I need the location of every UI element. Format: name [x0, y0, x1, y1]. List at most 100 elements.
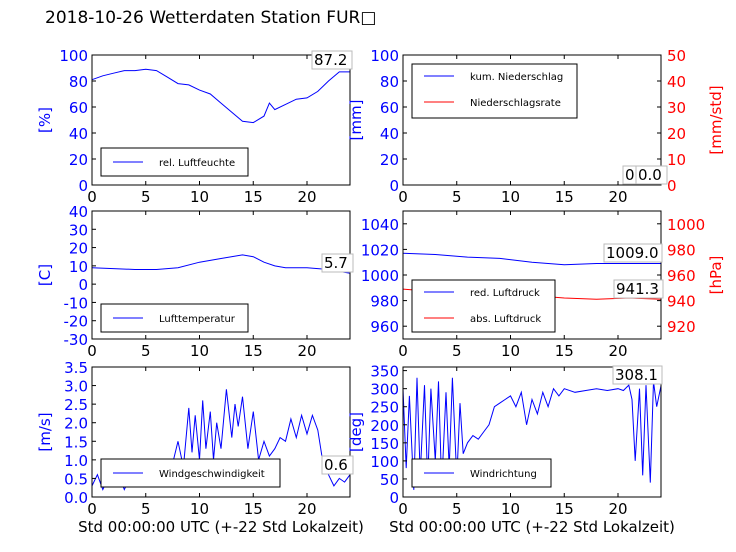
- x-tick-label-middle-right: 20: [608, 342, 627, 360]
- y-tick-label-top-left: 100: [59, 47, 88, 65]
- annotation-value-top-right-1: 0.0: [638, 166, 662, 184]
- y-tick-label-bottom-left: 2.5: [64, 396, 88, 414]
- y-tick-label-middle-left: 20: [69, 240, 88, 258]
- y-tick-label-top-left: 40: [69, 125, 88, 143]
- x-tick-label-bottom-right: 15: [555, 500, 574, 518]
- y-tick-label-top-right: 0: [389, 177, 399, 195]
- series-line-middle-left-0: [91, 254, 351, 274]
- y-axis-label-top-right: [mm]: [347, 100, 365, 141]
- x-tick-label-bottom-right: 20: [608, 500, 627, 518]
- y2-tick-label-middle-right: 920: [667, 318, 696, 336]
- x-tick-label-middle-left: 10: [190, 342, 209, 360]
- annotation-value-bottom-right-1: 308.1: [615, 366, 658, 384]
- y-tick-label-top-left: 20: [69, 151, 88, 169]
- y2-tick-label-top-right: 0: [667, 177, 677, 195]
- y-tick-label-middle-left: 30: [69, 221, 88, 239]
- annotation-box-top-left-1: [311, 50, 353, 70]
- legend-label-middle-left-0: Lufttemperatur: [159, 314, 236, 325]
- series-line-bottom-right-0: [402, 377, 662, 490]
- x-tick-label-top-right: 10: [501, 188, 520, 206]
- annotation-box-top-right-1: [635, 165, 668, 185]
- x-tick-label-middle-left: 15: [244, 342, 263, 360]
- y-tick-label-middle-left: 10: [69, 258, 88, 276]
- annotation-value-middle-right-1: 1009.0: [606, 244, 659, 262]
- x-tick-label-middle-left: 20: [297, 342, 316, 360]
- x-tick-label-bottom-right: 10: [501, 500, 520, 518]
- y-axis-label-middle-left: [C]: [36, 264, 54, 286]
- x-tick-label-bottom-left: 0: [87, 500, 97, 518]
- y-tick-label-bottom-left: 0.5: [64, 470, 88, 488]
- x-tick-label-top-right: 0: [398, 188, 408, 206]
- y2-tick-label-middle-right: 940: [667, 293, 696, 311]
- x-tick-label-top-left: 15: [244, 188, 263, 206]
- x-tick-label-top-right: 5: [452, 188, 462, 206]
- y2-tick-label-middle-right: 1000: [667, 216, 705, 234]
- x-tick-label-middle-right: 15: [555, 342, 574, 360]
- y-axis-label-top-left: [%]: [36, 107, 54, 133]
- x-tick-label-top-left: 10: [190, 188, 209, 206]
- y2-tick-label-top-right: 30: [667, 99, 686, 117]
- annotation-box-bottom-right-1: [612, 365, 663, 385]
- x-tick-label-bottom-right: 0: [398, 500, 408, 518]
- x-tick-label-bottom-left: 20: [297, 500, 316, 518]
- axes-frame-top-left: [91, 54, 351, 186]
- y-tick-label-top-left: 60: [69, 99, 88, 117]
- y-tick-label-top-right: 100: [370, 47, 399, 65]
- x-axis-label-bottom-right: Std 00:00:00 UTC (+-22 Std Lokalzeit): [389, 518, 675, 536]
- x-tick-label-top-right: 20: [608, 188, 627, 206]
- y-axis-label-bottom-left: [m/s]: [36, 412, 54, 451]
- x-tick-label-middle-right: 5: [452, 342, 462, 360]
- legend-label-middle-right-0: red. Luftdruck: [470, 288, 540, 299]
- annotation-value-middle-right-2: 941.3: [616, 280, 659, 298]
- y-tick-label-top-left: 80: [69, 73, 88, 91]
- y-tick-label-bottom-right: 100: [370, 453, 399, 471]
- legend-label-top-right-0: kum. Niederschlag: [470, 72, 563, 83]
- y-tick-label-bottom-left: 0.0: [64, 489, 88, 507]
- x-tick-label-middle-right: 0: [398, 342, 408, 360]
- y-tick-label-bottom-right: 350: [370, 363, 399, 381]
- y-axis-label-bottom-right: [deg]: [347, 412, 365, 452]
- y-tick-label-middle-left: 0: [78, 276, 88, 294]
- y2-tick-label-top-right: 50: [667, 47, 686, 65]
- x-tick-label-top-left: 20: [297, 188, 316, 206]
- y-tick-label-bottom-left: 3.5: [64, 359, 88, 377]
- y-tick-label-middle-right: 980: [370, 293, 399, 311]
- annotation-value-top-left-1: 87.2: [314, 51, 347, 69]
- y-tick-label-bottom-left: 1.5: [64, 433, 88, 451]
- y-tick-label-middle-left: -20: [64, 313, 89, 331]
- annotation-box-middle-right-1: [603, 243, 663, 263]
- y-tick-label-top-right: 20: [380, 151, 399, 169]
- axes-frame-bottom-left: [91, 366, 351, 498]
- y-tick-label-bottom-right: 200: [370, 417, 399, 435]
- axes-frame-middle-left: [91, 210, 351, 340]
- y-tick-label-bottom-left: 2.0: [64, 415, 88, 433]
- legend-label-top-right-1: Niederschlagsrate: [470, 98, 561, 109]
- y-tick-label-top-right: 80: [380, 73, 399, 91]
- y-tick-label-middle-right: 1000: [361, 267, 399, 285]
- x-tick-label-bottom-left: 10: [190, 500, 209, 518]
- x-tick-label-middle-left: 5: [141, 342, 151, 360]
- y2-tick-label-middle-right: 980: [667, 241, 696, 259]
- x-tick-label-bottom-right: 5: [452, 500, 462, 518]
- y2-tick-label-middle-right: 960: [667, 267, 696, 285]
- axes-frame-bottom-right: [402, 366, 662, 498]
- annotation-value-middle-left-1: 5.7: [324, 254, 348, 272]
- legend-label-bottom-left-0: Windgeschwindigkeit: [159, 469, 265, 480]
- annotation-box-bottom-left-1: [321, 455, 354, 475]
- y2-tick-label-top-right: 40: [667, 73, 686, 91]
- axes-frame-top-right: [402, 54, 662, 186]
- legend-box-top-right: [411, 63, 578, 119]
- legend-box-middle-right: [411, 279, 556, 333]
- y2-axis-label-middle-right: [hPa]: [707, 256, 725, 295]
- y-tick-label-middle-right: 1020: [361, 241, 399, 259]
- series-line-middle-right-0: [402, 252, 661, 266]
- y-tick-label-bottom-right: 300: [370, 381, 399, 399]
- y2-tick-label-top-right: 10: [667, 151, 686, 169]
- y2-axis-label-top-right: [mm/std]: [707, 85, 725, 154]
- x-tick-label-top-right: 15: [555, 188, 574, 206]
- annotation-value-bottom-left-1: 0.6: [324, 456, 348, 474]
- x-tick-label-bottom-left: 5: [141, 500, 151, 518]
- y-tick-label-middle-right: 960: [370, 318, 399, 336]
- y-tick-label-bottom-right: 250: [370, 399, 399, 417]
